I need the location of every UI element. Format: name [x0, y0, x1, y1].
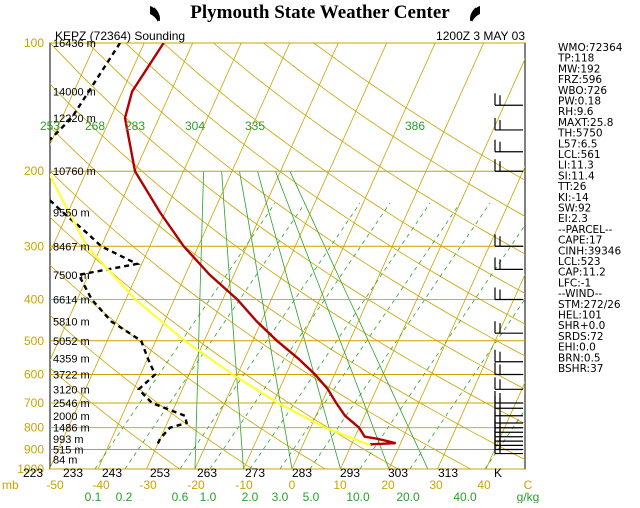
pressure-tick-label: 700 [24, 396, 44, 410]
sidebar-index-line: BSHR:37 [558, 363, 603, 375]
pressure-tick-label: 800 [24, 421, 44, 435]
pressure-tick-label: 200 [24, 164, 44, 178]
height-label: 5810 m [53, 316, 90, 328]
kelvin-tick-label: 233 [63, 466, 83, 480]
height-label: 2546 m [53, 398, 90, 410]
header: Plymouth State Weather Center [150, 2, 480, 23]
pressure-tick-label: 600 [24, 367, 44, 381]
height-label: 5052 m [53, 336, 90, 348]
height-label: 16436 m [53, 38, 96, 50]
height-label: 6614 m [53, 294, 90, 306]
mixing-ratio-tick-label: 40.0 [453, 490, 477, 503]
kelvin-tick-label: 223 [23, 466, 43, 480]
indices-sidebar: WMO:72364TP:118MW:192FRZ:596WBO:726PW:0.… [557, 42, 623, 375]
theta-label: 283 [125, 119, 145, 133]
height-label: 8467 m [53, 241, 90, 253]
height-label: 2000 m [53, 411, 90, 423]
height-label: 10760 m [53, 166, 96, 178]
celsius-tick-label: -30 [139, 478, 157, 492]
celsius-tick-label: 40 [477, 478, 491, 492]
celsius-tick-label: -50 [46, 478, 64, 492]
celsius-tick-label: 30 [429, 478, 443, 492]
time-label: 1200Z 3 MAY 03 [436, 29, 525, 43]
kelvin-tick-label: K [494, 466, 502, 480]
theta-label: 253 [40, 119, 60, 133]
height-label: 7500 m [53, 270, 90, 282]
theta-label: 304 [185, 119, 205, 133]
theta-label: 335 [245, 119, 265, 133]
page-title: Plymouth State Weather Center [190, 2, 450, 23]
mixing-ratio-tick-label: 0.1 [85, 490, 102, 503]
theta-label: 386 [405, 119, 425, 133]
mixing-ratio-tick-label: 10.0 [346, 490, 370, 503]
height-label: 4359 m [53, 353, 90, 365]
plot-area [0, 43, 640, 469]
height-label: 3120 m [53, 384, 90, 396]
pressure-tick-label: 500 [24, 334, 44, 348]
pressure-unit-label: mb [2, 478, 19, 492]
height-label: 3722 m [53, 369, 90, 381]
mixing-ratio-tick-label: 5.0 [303, 490, 320, 503]
height-label: 84 m [53, 455, 77, 467]
mixing-ratio-tick-label: g/kg [517, 490, 540, 503]
pressure-tick-label: 100 [24, 36, 44, 50]
mixing-ratio-tick-label: 2.0 [242, 490, 259, 503]
celsius-tick-label: 20 [381, 478, 395, 492]
mixing-ratio-tick-label: 0.2 [116, 490, 133, 503]
mixing-ratio-tick-label: 1.0 [200, 490, 217, 503]
celsius-tick-label: 10 [333, 478, 347, 492]
hawk-logo-right [471, 6, 480, 22]
pressure-tick-label: 900 [24, 443, 44, 457]
hawk-logo-left [150, 6, 159, 22]
height-label: 9550 m [53, 208, 90, 220]
mixing-ratio-tick-label: 0.6 [172, 490, 189, 503]
pressure-tick-label: 400 [24, 292, 44, 306]
mixing-ratio-tick-label: 20.0 [396, 490, 420, 503]
mixing-ratio-tick-label: 3.0 [272, 490, 289, 503]
celsius-tick-label: 0 [289, 478, 296, 492]
theta-label: 268 [85, 119, 105, 133]
height-label: 1486 m [53, 423, 90, 435]
pressure-tick-label: 300 [24, 239, 44, 253]
height-label: 14000 m [53, 87, 96, 99]
